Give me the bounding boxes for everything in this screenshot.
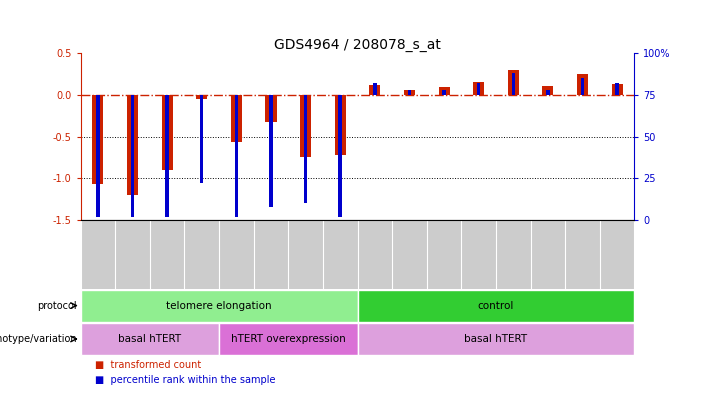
Bar xyxy=(339,95,342,217)
Bar xyxy=(231,95,242,142)
Bar xyxy=(300,95,311,158)
Text: genotype/variation: genotype/variation xyxy=(0,334,77,344)
Bar xyxy=(269,95,273,207)
Bar xyxy=(235,95,238,217)
Bar xyxy=(512,73,515,95)
Bar xyxy=(404,90,415,95)
Text: basal hTERT: basal hTERT xyxy=(464,334,528,344)
Bar xyxy=(408,90,411,95)
Bar xyxy=(81,290,358,321)
Bar xyxy=(546,90,550,95)
Text: protocol: protocol xyxy=(37,301,77,310)
Bar xyxy=(165,95,169,217)
Bar xyxy=(162,95,172,170)
Bar xyxy=(127,95,138,195)
Bar xyxy=(219,323,358,355)
Bar xyxy=(508,70,519,95)
Bar xyxy=(196,95,207,99)
Bar xyxy=(358,290,634,321)
Bar xyxy=(580,78,584,95)
Title: GDS4964 / 208078_s_at: GDS4964 / 208078_s_at xyxy=(274,38,441,52)
Bar xyxy=(304,95,307,204)
Bar xyxy=(439,87,449,95)
Bar xyxy=(96,95,100,217)
Bar xyxy=(266,95,276,121)
Bar xyxy=(334,95,346,155)
Bar xyxy=(473,82,484,95)
Text: ■  transformed count: ■ transformed count xyxy=(95,360,201,370)
Text: basal hTERT: basal hTERT xyxy=(118,334,182,344)
Bar xyxy=(81,323,219,355)
Bar xyxy=(543,86,553,95)
Bar xyxy=(369,85,381,95)
Bar xyxy=(477,83,480,95)
Bar xyxy=(373,83,376,95)
Bar xyxy=(611,84,622,95)
Bar xyxy=(577,74,588,95)
Text: hTERT overexpression: hTERT overexpression xyxy=(231,334,346,344)
Text: control: control xyxy=(478,301,514,310)
Bar xyxy=(442,90,446,95)
Bar xyxy=(615,83,619,95)
Bar xyxy=(358,323,634,355)
Bar xyxy=(131,95,135,217)
Text: ■  percentile rank within the sample: ■ percentile rank within the sample xyxy=(95,375,275,385)
Text: telomere elongation: telomere elongation xyxy=(166,301,272,310)
Bar xyxy=(93,95,104,184)
Bar xyxy=(200,95,203,183)
